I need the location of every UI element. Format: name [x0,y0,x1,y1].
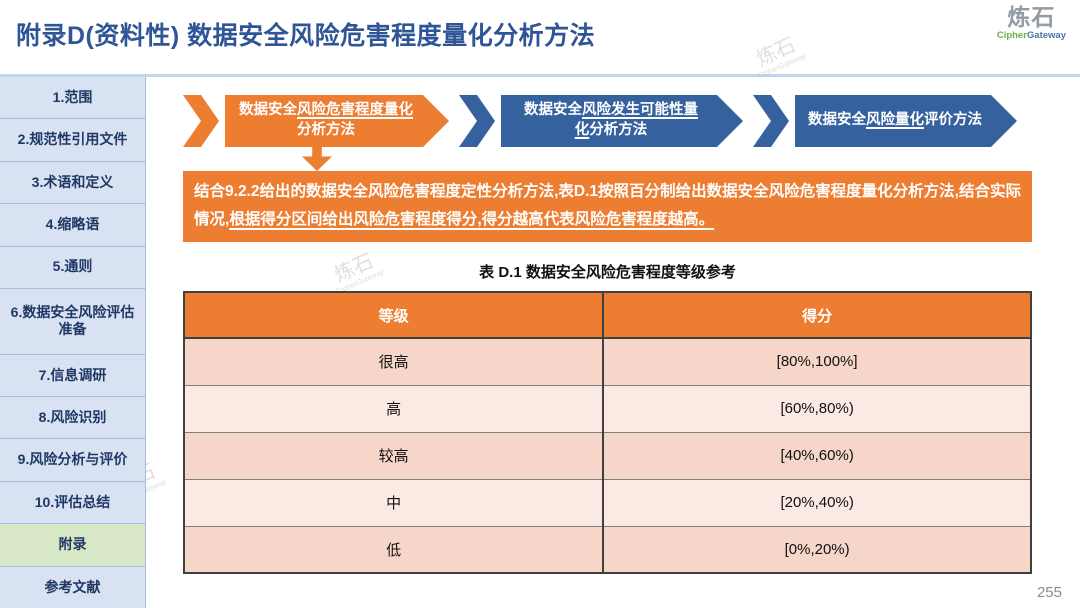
sidebar-item-general-rules[interactable]: 5.通则 [0,247,145,289]
sidebar-item-bibliography[interactable]: 参考文献 [44,578,101,595]
sidebar-item-assessment-summary[interactable]: 10.评估总结 [0,482,145,525]
banner-risk-quantitative-evaluation: 数据安全风险量化评价方法 [753,95,1017,147]
table-caption: 表 D.1 数据安全风险危害程度等级参考 [479,264,736,281]
chevron-icon [183,95,219,147]
chevron-icon [459,95,495,147]
brand-logo-name: 炼石 [1007,4,1056,30]
brand-logo-subtitle: CipherGateway [997,31,1066,41]
sidebar-item-appendix[interactable]: 附录 [0,524,145,567]
chevron-icon [753,95,789,147]
score-cell: [0%,20%) [602,525,1032,574]
sidebar-item-risk-identification[interactable]: 8.风险识别 [0,397,145,440]
page-title: 附录D(资料性) 数据安全风险危害程度量化分析方法 [16,22,596,50]
brand-logo-gateway: Gateway [1026,30,1066,41]
table-row: 中 [20%,40%) [183,478,1032,527]
score-cell: [40%,60%) [602,431,1032,480]
sidebar-item-assessment-preparation[interactable]: 6.数据安全风险评估准备 [0,289,145,355]
banner-line: 化分析方法 [574,122,648,138]
sidebar-item-risk-analysis-evaluation[interactable]: 9.风险分析与评价 [0,439,145,482]
note-text: 结合9.2.2给出的数据安全风险危害程度定性分析方法,表D.1按照百分制给出数据… [194,183,1021,228]
banner-line: 数据安全风险发生可能性量 [524,102,698,119]
table-row: 较高 [40%,60%) [183,431,1032,480]
table-row: 低 [0%,20%) [183,525,1032,574]
score-cell: [20%,40%) [602,478,1032,527]
sidebar-item-abbreviations[interactable]: 4.缩略语 [0,204,145,247]
brand-logo-cipher: Cipher [996,30,1027,41]
note-text-underlined: 根据得分区间给出风险危害程度得分,得分越高代表风险危害程度越高。 [229,210,715,228]
table-header-level: 等级 [183,291,605,339]
sidebar: 1.范围 2.规范性引用文件 3.术语和定义 4.缩略语 5.通则 6.数据安全… [0,77,146,608]
level-cell: 中 [183,478,605,527]
sidebar-item-normative-references[interactable]: 2.规范性引用文件 [0,119,145,162]
risk-level-table: 等级 得分 很高 [80%,100%] 高 [60%,80%) 较高 [40%,… [183,291,1032,574]
sidebar-item-terms[interactable]: 3.术语和定义 [0,162,145,205]
level-cell: 较高 [183,431,605,480]
process-banners: 数据安全风险危害程度量化 分析方法 数据安全风险发生可能性量 化分析方法 数据安… [183,95,1017,147]
banner-line: 数据安全风险危害程度量化 [239,102,413,119]
brand-logo: 炼石 CipherGateway [997,6,1066,41]
page-number: 255 [1036,584,1062,601]
banner-likelihood-quantification: 数据安全风险发生可能性量 化分析方法 [459,95,743,147]
level-cell: 很高 [183,337,605,386]
banner-line: 分析方法 [297,122,355,138]
score-cell: [60%,80%) [602,384,1032,433]
note-box: 结合9.2.2给出的数据安全风险危害程度定性分析方法,表D.1按照百分制给出数据… [183,171,1032,243]
sidebar-item-information-research[interactable]: 7.信息调研 [0,355,145,398]
banner-harm-quantification: 数据安全风险危害程度量化 分析方法 [183,95,449,147]
arrow-down-icon [302,146,332,171]
table-row: 高 [60%,80%) [183,384,1032,433]
table-header-score: 得分 [602,291,1032,339]
level-cell: 高 [183,384,605,433]
table-row: 很高 [80%,100%] [183,337,1032,386]
sidebar-item-scope[interactable]: 1.范围 [0,77,145,120]
score-cell: [80%,100%] [602,337,1032,386]
level-cell: 低 [183,525,605,574]
table-header-row: 等级 得分 [183,291,1032,339]
banner-line: 数据安全风险量化评价方法 [808,112,982,129]
title-divider [0,74,1080,77]
